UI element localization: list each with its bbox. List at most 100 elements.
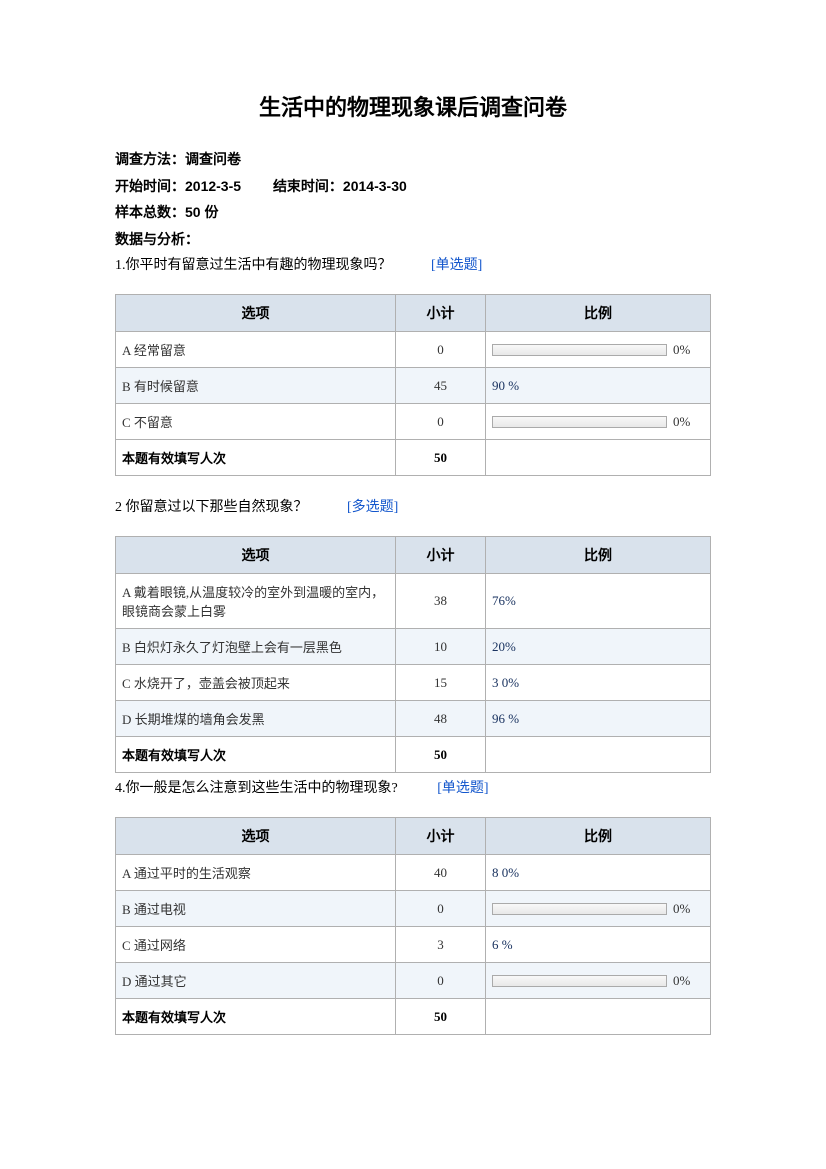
opt-count: 0 [396,891,486,927]
ratio-pct: 20% [492,639,516,654]
opt-count: 0 [396,332,486,368]
summary-empty [486,737,711,773]
table-row: D 通过其它 0 0% [116,963,711,999]
table-row: C 水烧开了，壶盖会被顶起来 15 3 0% [116,665,711,701]
opt-ratio: 76% [486,574,711,629]
ratio-pct: 0% [673,342,690,358]
table-row: B 有时候留意 45 90 % [116,368,711,404]
opt-ratio: 8 0% [486,855,711,891]
opt-label: B 通过电视 [116,891,396,927]
table-row: A 通过平时的生活观察 40 8 0% [116,855,711,891]
ratio-bar [492,903,667,915]
th-option: 选项 [116,537,396,574]
q1-text: 1.你平时有留意过生活中有趣的物理现象吗？ [115,258,392,273]
opt-count: 0 [396,404,486,440]
survey-method: 调查方法：调查问卷 [115,146,711,173]
ratio-pct: 76% [492,593,516,608]
table-row: A 经常留意 0 0% [116,332,711,368]
opt-label: D 长期堆煤的墙角会发黑 [116,701,396,737]
q1-type: [单选题] [431,258,482,273]
opt-count: 0 [396,963,486,999]
summary-label: 本题有效填写人次 [116,440,396,476]
opt-count: 15 [396,665,486,701]
summary-empty [486,999,711,1035]
opt-label: A 经常留意 [116,332,396,368]
th-count: 小计 [396,818,486,855]
th-ratio: 比例 [486,295,711,332]
th-ratio: 比例 [486,818,711,855]
summary-label: 本题有效填写人次 [116,999,396,1035]
opt-label: C 通过网络 [116,927,396,963]
ratio-pct: 90 % [492,378,519,393]
q2-type: [多选题] [347,500,398,515]
opt-ratio: 0% [486,404,711,440]
table-row: A 戴着眼镜,从温度较冷的室外到温暖的室内，眼镜商会蒙上白雾 38 76% [116,574,711,629]
page-title: 生活中的物理现象课后调查问卷 [115,90,711,122]
table-header-row: 选项 小计 比例 [116,537,711,574]
ratio-pct: 0% [673,901,690,917]
th-count: 小计 [396,537,486,574]
opt-label: D 通过其它 [116,963,396,999]
q4-type: [单选题] [437,781,488,796]
opt-count: 10 [396,629,486,665]
ratio-pct: 8 0% [492,865,519,880]
ratio-bar [492,975,667,987]
opt-count: 48 [396,701,486,737]
analysis-label: 数据与分析： [115,226,711,253]
ratio-bar [492,344,667,356]
q4-text: 4.你一般是怎么注意到这些生活中的物理现象? [115,781,398,796]
summary-row: 本题有效填写人次 50 [116,999,711,1035]
q1-table: 选项 小计 比例 A 经常留意 0 0% B 有时候留意 45 90 % C 不… [115,294,711,476]
summary-empty [486,440,711,476]
opt-label: C 水烧开了，壶盖会被顶起来 [116,665,396,701]
opt-label: A 通过平时的生活观察 [116,855,396,891]
ratio-pct: 6 % [492,937,513,952]
table-row: D 长期堆煤的墙角会发黑 48 96 % [116,701,711,737]
ratio-pct: 0% [673,973,690,989]
th-count: 小计 [396,295,486,332]
table-row: C 通过网络 3 6 % [116,927,711,963]
summary-row: 本题有效填写人次 50 [116,440,711,476]
opt-count: 38 [396,574,486,629]
end-time: 结束时间：2014-3-30 [273,178,407,194]
question-4: 4.你一般是怎么注意到这些生活中的物理现象? [单选题] [115,777,711,797]
opt-label: C 不留意 [116,404,396,440]
opt-count: 3 [396,927,486,963]
q2-text: 2 你留意过以下那些自然现象？ [115,500,308,515]
ratio-bar [492,416,667,428]
table-header-row: 选项 小计 比例 [116,818,711,855]
q2-table: 选项 小计 比例 A 戴着眼镜,从温度较冷的室外到温暖的室内，眼镜商会蒙上白雾 … [115,536,711,773]
th-option: 选项 [116,818,396,855]
start-time: 开始时间：2012-3-5 [115,178,241,194]
summary-total: 50 [396,440,486,476]
th-option: 选项 [116,295,396,332]
opt-label: B 白炽灯永久了灯泡壁上会有一层黑色 [116,629,396,665]
question-2: 2 你留意过以下那些自然现象？ [多选题] [115,496,711,516]
summary-label: 本题有效填写人次 [116,737,396,773]
summary-row: 本题有效填写人次 50 [116,737,711,773]
table-row: B 通过电视 0 0% [116,891,711,927]
opt-label: B 有时候留意 [116,368,396,404]
q4-table: 选项 小计 比例 A 通过平时的生活观察 40 8 0% B 通过电视 0 0%… [115,817,711,1035]
survey-dates: 开始时间：2012-3-5 结束时间：2014-3-30 [115,173,711,200]
ratio-pct: 96 % [492,711,519,726]
opt-ratio: 0% [486,332,711,368]
opt-ratio: 3 0% [486,665,711,701]
summary-total: 50 [396,737,486,773]
opt-count: 40 [396,855,486,891]
opt-ratio: 20% [486,629,711,665]
opt-ratio: 0% [486,963,711,999]
question-1: 1.你平时有留意过生活中有趣的物理现象吗？ [单选题] [115,254,711,274]
sample-total: 样本总数：50 份 [115,199,711,226]
opt-count: 45 [396,368,486,404]
ratio-pct: 0% [673,414,690,430]
summary-total: 50 [396,999,486,1035]
table-row: C 不留意 0 0% [116,404,711,440]
opt-ratio: 0% [486,891,711,927]
opt-ratio: 6 % [486,927,711,963]
table-row: B 白炽灯永久了灯泡壁上会有一层黑色 10 20% [116,629,711,665]
th-ratio: 比例 [486,537,711,574]
opt-label: A 戴着眼镜,从温度较冷的室外到温暖的室内，眼镜商会蒙上白雾 [116,574,396,629]
table-header-row: 选项 小计 比例 [116,295,711,332]
opt-ratio: 96 % [486,701,711,737]
